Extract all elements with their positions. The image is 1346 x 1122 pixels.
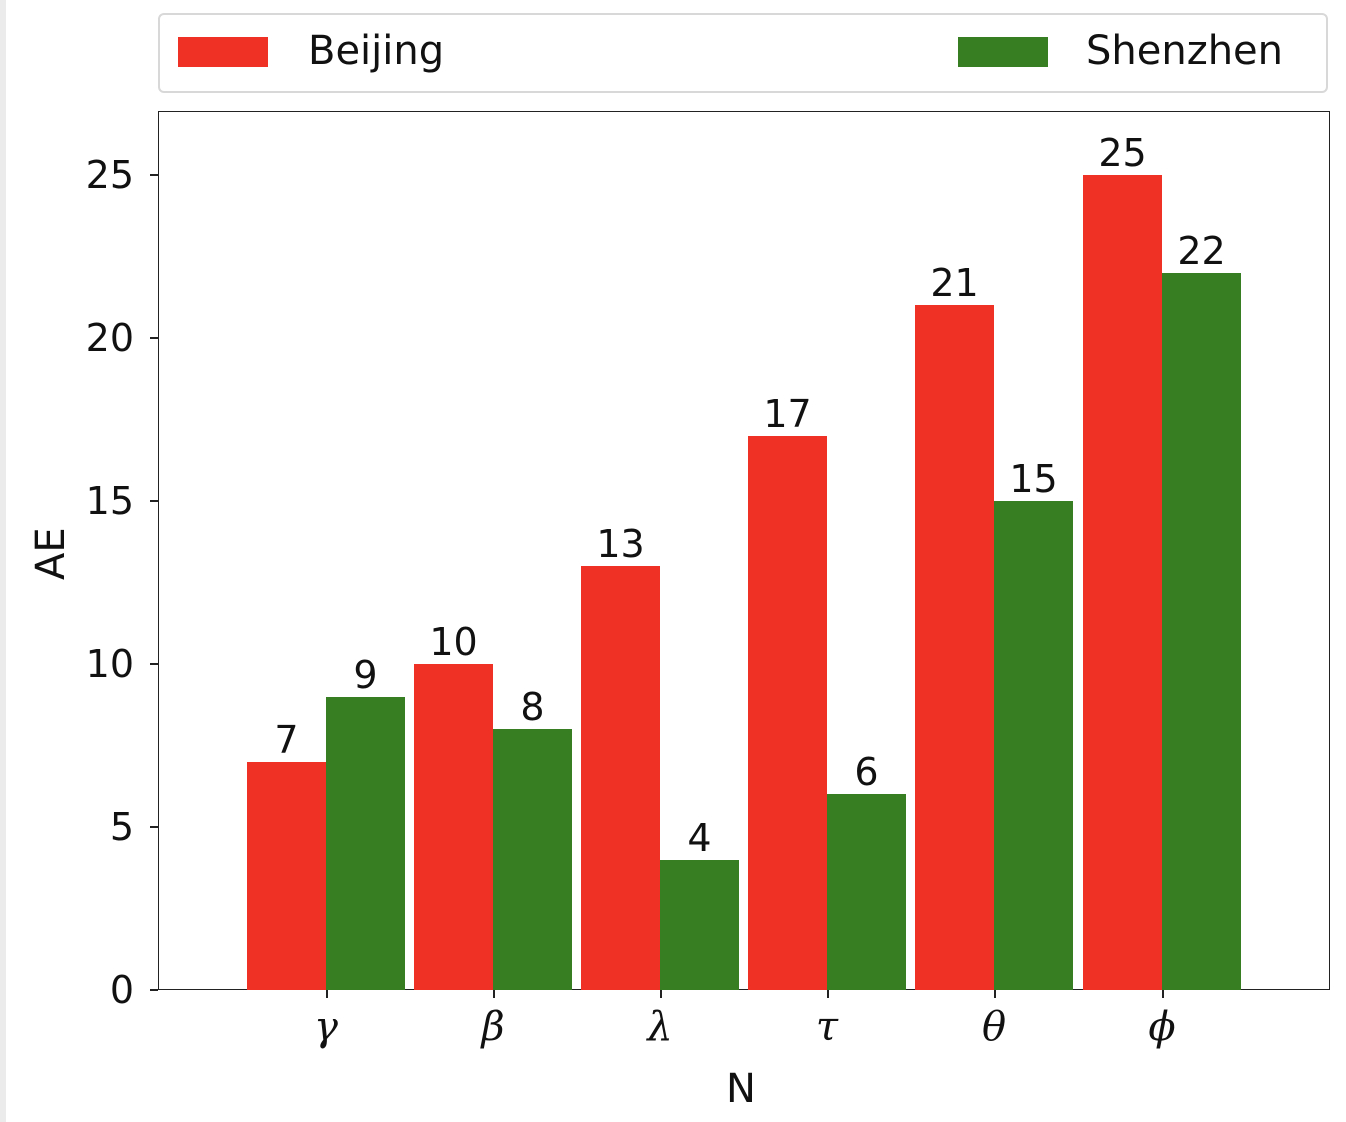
y-tick-label: 20 <box>85 316 134 360</box>
bar-beijing <box>1083 175 1162 990</box>
y-tick <box>150 826 158 828</box>
bar-shenzhen <box>827 794 906 990</box>
y-tick-label: 0 <box>109 968 134 1012</box>
bar-beijing <box>748 435 827 990</box>
x-axis-title: N <box>726 1066 756 1112</box>
bar-value-label: 8 <box>520 685 545 730</box>
legend-swatch-beijing <box>178 37 268 67</box>
bar-beijing <box>915 305 994 990</box>
bar-value-label: 4 <box>687 815 712 860</box>
bar-value-label: 22 <box>1177 228 1226 273</box>
bar-value-label: 7 <box>274 717 299 762</box>
bar-value-label: 6 <box>854 750 879 795</box>
bar-value-label: 13 <box>596 522 645 567</box>
x-tick-label: ϕ <box>1148 1004 1176 1050</box>
x-tick <box>326 990 328 998</box>
x-tick <box>994 990 996 998</box>
bar-value-label: 9 <box>353 652 378 697</box>
x-tick <box>660 990 662 998</box>
bar-value-label: 21 <box>930 261 979 306</box>
x-tick <box>1162 990 1164 998</box>
bar-value-label: 10 <box>429 620 478 664</box>
bar-beijing <box>414 664 493 990</box>
bar-shenzhen <box>1162 272 1241 990</box>
bar-beijing <box>247 761 326 990</box>
y-tick <box>150 337 158 339</box>
bar-shenzhen <box>660 859 739 990</box>
bar-value-label: 25 <box>1098 131 1147 175</box>
bar-value-label: 17 <box>763 391 812 436</box>
plot-area <box>158 111 1330 990</box>
x-tick-label: λ <box>647 1004 673 1050</box>
y-tick-label: 25 <box>85 153 134 197</box>
x-tick <box>493 990 495 998</box>
x-tick <box>827 990 829 998</box>
bar-shenzhen <box>994 501 1073 990</box>
x-tick-label: β <box>481 1004 505 1050</box>
y-tick-label: 10 <box>85 642 134 686</box>
y-tick <box>150 989 158 991</box>
bar-value-label: 15 <box>1009 457 1058 501</box>
legend-label-shenzhen: Shenzhen <box>1086 28 1284 74</box>
y-tick <box>150 663 158 665</box>
legend: Beijing Shenzhen <box>158 13 1328 93</box>
y-tick <box>150 500 158 502</box>
legend-swatch-shenzhen <box>958 37 1048 67</box>
y-tick <box>150 174 158 176</box>
y-tick-label: 15 <box>85 479 134 523</box>
x-tick-label: τ <box>815 1004 839 1050</box>
bar-shenzhen <box>493 729 572 990</box>
legend-label-beijing: Beijing <box>308 28 445 74</box>
bar-shenzhen <box>326 696 405 990</box>
x-tick-label: γ <box>314 1004 338 1050</box>
y-tick-label: 5 <box>109 805 134 849</box>
y-axis-title: AE <box>28 527 74 580</box>
bar-beijing <box>581 566 660 990</box>
x-tick-label: θ <box>981 1004 1007 1050</box>
